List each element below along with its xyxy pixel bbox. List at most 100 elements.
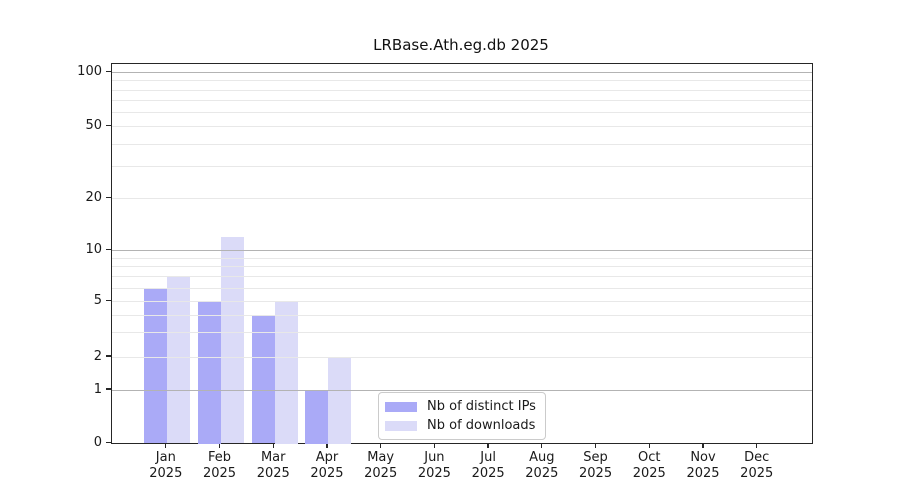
x-tick-year: 2025 [417,465,451,481]
y-gridline-minor [112,166,812,168]
x-tick-mark [648,443,650,448]
y-gridline-minor [112,111,812,113]
y-tick-mark [105,248,111,250]
y-tick-label: 1 [93,381,102,397]
x-tick-year: 2025 [525,465,559,481]
y-tick-label: 2 [93,348,102,364]
x-tick-month: Jul [480,450,496,465]
y-tick-mark [105,125,111,127]
y-gridline-minor [112,99,812,101]
y-tick-label: 20 [85,190,102,206]
x-tick-month: Oct [638,450,661,465]
x-tick-mark [487,443,489,448]
x-tick-mark [272,443,274,448]
x-tick-mark [433,443,436,448]
y-tick-mark [105,71,111,73]
y-gridline-minor [112,266,812,268]
x-tick-month: Jun [424,450,445,465]
x-tick-year: 2025 [364,465,398,481]
x-tick-year: 2025 [740,465,774,481]
x-tick-month: Nov [690,450,716,465]
y-gridline-minor [112,257,812,259]
y-gridline-minor [112,356,812,358]
x-tick-label: Jan 2025 [135,450,197,481]
x-tick-month: Sep [583,450,608,465]
x-tick-month: Aug [529,450,555,465]
x-tick-month: Feb [208,450,232,465]
legend-swatch-downloads [385,420,417,431]
x-tick-label: Jun 2025 [403,450,465,481]
legend-item-downloads: Nb of downloads [385,418,536,433]
x-tick-year: 2025 [471,465,505,481]
y-tick-mark [105,355,111,357]
plot-area [111,63,813,444]
y-tick-mark [105,299,111,302]
x-tick-label: Nov 2025 [672,450,734,481]
x-tick-year: 2025 [202,465,237,481]
y-tick-label: 10 [85,241,102,257]
y-tick-label: 50 [85,118,102,134]
legend-label: Nb of downloads [427,418,536,433]
y-gridline-major [112,389,812,391]
x-tick-mark [541,443,543,448]
y-gridline-minor [112,126,812,128]
y-tick-mark [105,441,111,444]
bar-distinct-ips-jan [144,288,168,444]
chart-title: LRBase.Ath.eg.db 2025 [373,36,549,54]
legend-label: Nb of distinct IPs [427,399,536,414]
x-tick-month: Dec [744,450,770,465]
x-tick-mark [594,443,597,448]
bar-downloads-feb [221,236,245,444]
legend-item-distinct-ips: Nb of distinct IPs [385,399,536,414]
x-tick-year: 2025 [632,465,666,481]
y-gridline-major [112,72,812,74]
x-tick-label: Apr 2025 [296,450,358,481]
x-tick-mark [756,443,758,448]
x-tick-month: Mar [260,450,286,465]
y-gridline-minor [112,314,812,316]
x-tick-label: Aug 2025 [511,450,573,481]
y-gridline-minor [112,301,812,302]
y-gridline-minor [112,276,812,278]
y-gridline-minor [112,331,812,333]
x-tick-label: Jul 2025 [457,450,519,481]
y-tick-mark [105,197,111,199]
x-tick-mark [165,443,167,448]
x-tick-month: Jan [155,450,176,465]
x-tick-year: 2025 [579,465,613,481]
x-tick-month: May [367,450,395,465]
bar-distinct-ips-mar [251,315,275,444]
bar-downloads-mar [274,301,298,444]
legend: Nb of distinct IPs Nb of downloads [378,392,546,440]
x-tick-label: Oct 2025 [618,450,680,481]
x-tick-label: Feb 2025 [189,450,251,481]
y-tick-mark [105,388,111,390]
bar-distinct-ips-apr [305,390,329,444]
x-tick-label: Dec 2025 [726,450,788,481]
x-tick-mark [702,443,704,448]
bar-downloads-apr [328,357,352,444]
x-tick-month: Apr [315,450,339,465]
x-tick-label: May 2025 [350,450,412,481]
x-tick-mark [218,443,221,448]
legend-swatch-distinct-ips [385,401,417,412]
x-tick-label: Sep 2025 [565,450,627,481]
y-gridline-minor [112,143,812,145]
y-gridline-minor [112,287,812,289]
x-tick-year: 2025 [686,465,720,481]
y-gridline-major [112,249,812,251]
x-tick-mark [326,443,328,448]
y-tick-label: 5 [93,293,102,308]
y-gridline-minor [112,198,812,200]
y-gridline-minor [112,89,812,91]
y-gridline-minor [112,80,812,82]
y-tick-label: 100 [77,64,102,80]
bar-downloads-jan [167,276,191,444]
bar-distinct-ips-feb [198,301,222,444]
x-tick-year: 2025 [256,465,290,481]
x-tick-year: 2025 [149,465,183,481]
y-tick-label: 0 [93,435,102,450]
x-tick-label: Mar 2025 [242,450,304,481]
x-tick-year: 2025 [310,465,344,481]
